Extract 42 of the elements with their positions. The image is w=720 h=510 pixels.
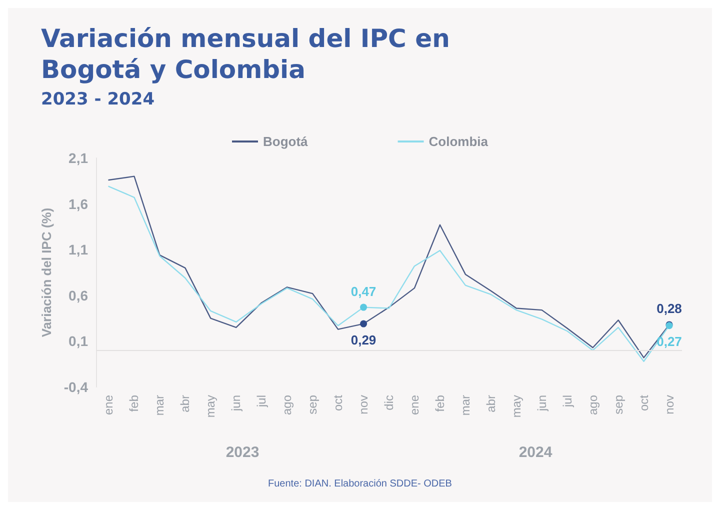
point: [360, 320, 368, 328]
x-tick-label: feb: [432, 394, 447, 412]
x-tick-label: mar: [458, 395, 472, 416]
x-tick-label: oct: [636, 394, 651, 412]
x-tick-label: nov: [356, 395, 371, 414]
x-tick-label: nov: [662, 395, 676, 414]
x-tick-label: abr: [484, 394, 498, 412]
y-tick-label: -0,4: [64, 379, 88, 395]
x-tick-label: jun: [534, 395, 549, 412]
legend-label: Colombia: [428, 134, 489, 149]
x-tick-label: jul: [560, 395, 574, 408]
x-tick-label: ene: [407, 394, 422, 416]
x-tick-label: ene: [102, 394, 116, 416]
data-label: 0,29: [350, 332, 376, 348]
text: 2023: [226, 444, 260, 461]
y-tick-label: 0,1: [68, 333, 88, 350]
x-tick-label: ago: [586, 394, 600, 416]
text: 2024: [518, 444, 553, 461]
y-axis-title: Variación del IPC (%): [38, 208, 54, 338]
y-tick-label: 0,6: [68, 287, 88, 304]
x-tick-label: feb: [127, 394, 142, 412]
x-tick-label: ago: [280, 394, 294, 416]
data-label: 0,27: [656, 334, 682, 350]
x-tick-label: oct: [331, 394, 346, 412]
y-tick-label: 1,6: [68, 196, 88, 212]
x-tick-label: dic: [382, 395, 396, 410]
x-tick-label: mar: [152, 395, 167, 416]
x-tick-label: jun: [229, 395, 244, 412]
data-label: 0,28: [656, 301, 682, 316]
x-tick-label: may: [204, 395, 218, 418]
data-label: 0,47: [350, 284, 376, 299]
chart-subtitle: 2023 - 2024: [41, 90, 155, 110]
x-tick-label: abr: [178, 394, 192, 412]
x-tick-label: jul: [254, 395, 269, 408]
x-tick-label: sep: [306, 394, 320, 414]
legend-label: Bogotá: [263, 134, 309, 149]
x-tick-label: may: [509, 395, 524, 418]
y-tick-label: 1,1: [68, 242, 88, 258]
y-tick-label: 2,1: [68, 150, 88, 166]
source-note: Fuente: DIAN. Elaboración SDDE- ODEB: [268, 478, 452, 490]
chart-title: Variación mensual del IPC en Bogotá y Colombia: [41, 24, 450, 84]
x-tick-label: sep: [611, 394, 626, 414]
